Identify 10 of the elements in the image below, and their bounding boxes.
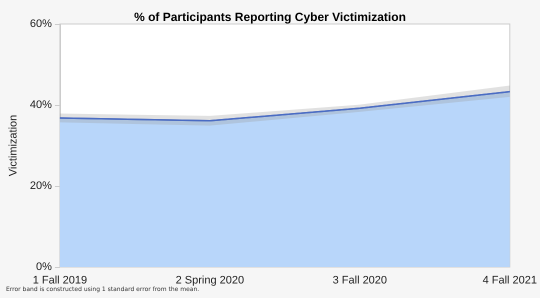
chart-title: % of Participants Reporting Cyber Victimization bbox=[134, 10, 406, 24]
y-tick-label: 40% bbox=[30, 99, 52, 111]
y-tick-label: 20% bbox=[30, 180, 52, 192]
y-tick-label: 0% bbox=[36, 261, 52, 273]
x-tick-label: 2 Spring 2020 bbox=[176, 274, 244, 286]
x-tick-label: 3 Fall 2020 bbox=[332, 274, 388, 286]
y-axis-title: Victimization bbox=[8, 114, 20, 176]
x-tick-label: 4 Fall 2021 bbox=[482, 274, 538, 286]
x-tick-label: 1 Fall 2019 bbox=[32, 274, 88, 286]
y-tick-label: 60% bbox=[30, 18, 52, 30]
